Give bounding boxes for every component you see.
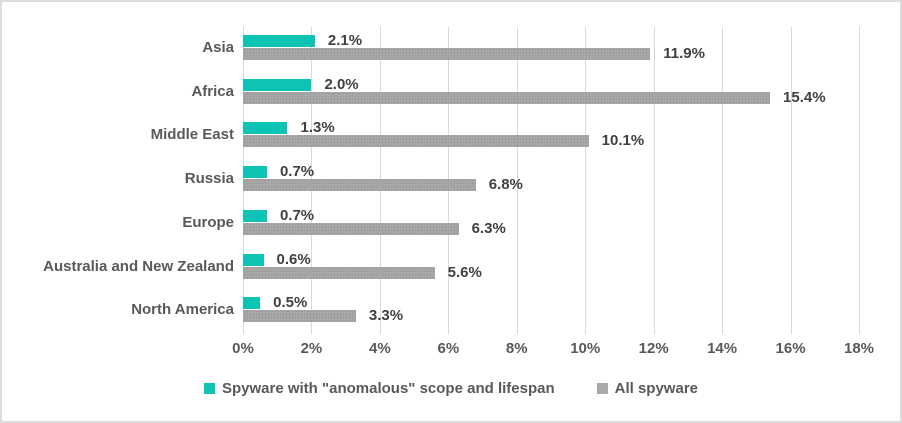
x-tick-label-10%: 10% [570, 340, 601, 357]
x-tick-label-2%: 2% [300, 340, 323, 357]
gridline-18% [859, 27, 860, 334]
category-label-north-america: North America [131, 301, 234, 319]
value-label-australia-and-new-zealand-all: 5.6% [447, 263, 482, 281]
value-label-africa-anomalous: 2.0% [324, 75, 359, 93]
bar-middle-east-anomalous [243, 122, 288, 135]
value-label-africa-all: 15.4% [783, 88, 826, 106]
value-label-europe-all: 6.3% [471, 219, 506, 237]
category-label-australia-and-new-zealand: Australia and New Zealand [43, 257, 234, 275]
x-tick-label-4%: 4% [369, 340, 391, 357]
value-label-asia-anomalous: 2.1% [327, 32, 363, 49]
category-label-europe: Europe [182, 213, 234, 231]
bar-africa-all [243, 91, 771, 104]
legend-swatch-icon [203, 383, 215, 394]
bar-north-america-anomalous [243, 297, 261, 310]
gridline-12% [653, 27, 655, 334]
x-tick-label-12%: 12% [638, 340, 669, 357]
x-tick-label-8%: 8% [505, 340, 528, 357]
bar-asia-all [243, 48, 651, 60]
bar-middle-east-all [243, 135, 589, 148]
x-tick-label-18%: 18% [843, 340, 875, 357]
bar-africa-anomalous [243, 78, 312, 91]
bar-north-america-all [243, 310, 356, 323]
value-label-middle-east-anomalous: 1.3% [300, 119, 335, 137]
bar-europe-all [243, 222, 459, 235]
category-label-asia: Asia [202, 39, 234, 56]
legend-item-anomalous-spyware: Spyware with "anomalous" scope and lifes… [203, 380, 555, 397]
legend-item-all-spyware: All spyware [596, 380, 698, 397]
x-tick-label-16%: 16% [775, 340, 806, 357]
value-label-middle-east-all: 10.1% [601, 132, 645, 150]
legend-label: Spyware with "anomalous" scope and lifes… [221, 380, 555, 397]
bar-asia-anomalous [243, 35, 315, 47]
bar-russia-anomalous [243, 166, 267, 179]
category-label-middle-east: Middle East [150, 126, 234, 144]
category-label-russia: Russia [184, 170, 234, 188]
bar-australia-and-new-zealand-anomalous [243, 253, 264, 266]
legend: Spyware with "anomalous" scope and lifes… [2, 380, 900, 397]
gridline-14% [722, 27, 724, 334]
value-label-asia-all: 11.9% [663, 45, 705, 62]
x-tick-label-14%: 14% [707, 340, 738, 357]
gridline-16% [790, 27, 792, 334]
bar-russia-all [243, 179, 476, 192]
value-label-north-america-all: 3.3% [368, 307, 404, 325]
value-label-russia-all: 6.8% [488, 176, 523, 194]
category-label-africa: Africa [191, 82, 234, 100]
legend-label: All spyware [614, 380, 698, 397]
value-label-russia-anomalous: 0.7% [279, 163, 315, 181]
value-label-australia-and-new-zealand-anomalous: 0.6% [276, 250, 311, 268]
gridline-10% [585, 27, 587, 334]
legend-swatch-icon [596, 383, 608, 394]
bar-europe-anomalous [243, 209, 267, 222]
x-tick-label-0%: 0% [232, 340, 254, 357]
x-tick-label-6%: 6% [437, 340, 460, 357]
gridline-8% [516, 27, 518, 334]
value-label-europe-anomalous: 0.7% [279, 206, 315, 224]
bar-australia-and-new-zealand-all [243, 266, 435, 279]
value-label-north-america-anomalous: 0.5% [273, 294, 308, 312]
